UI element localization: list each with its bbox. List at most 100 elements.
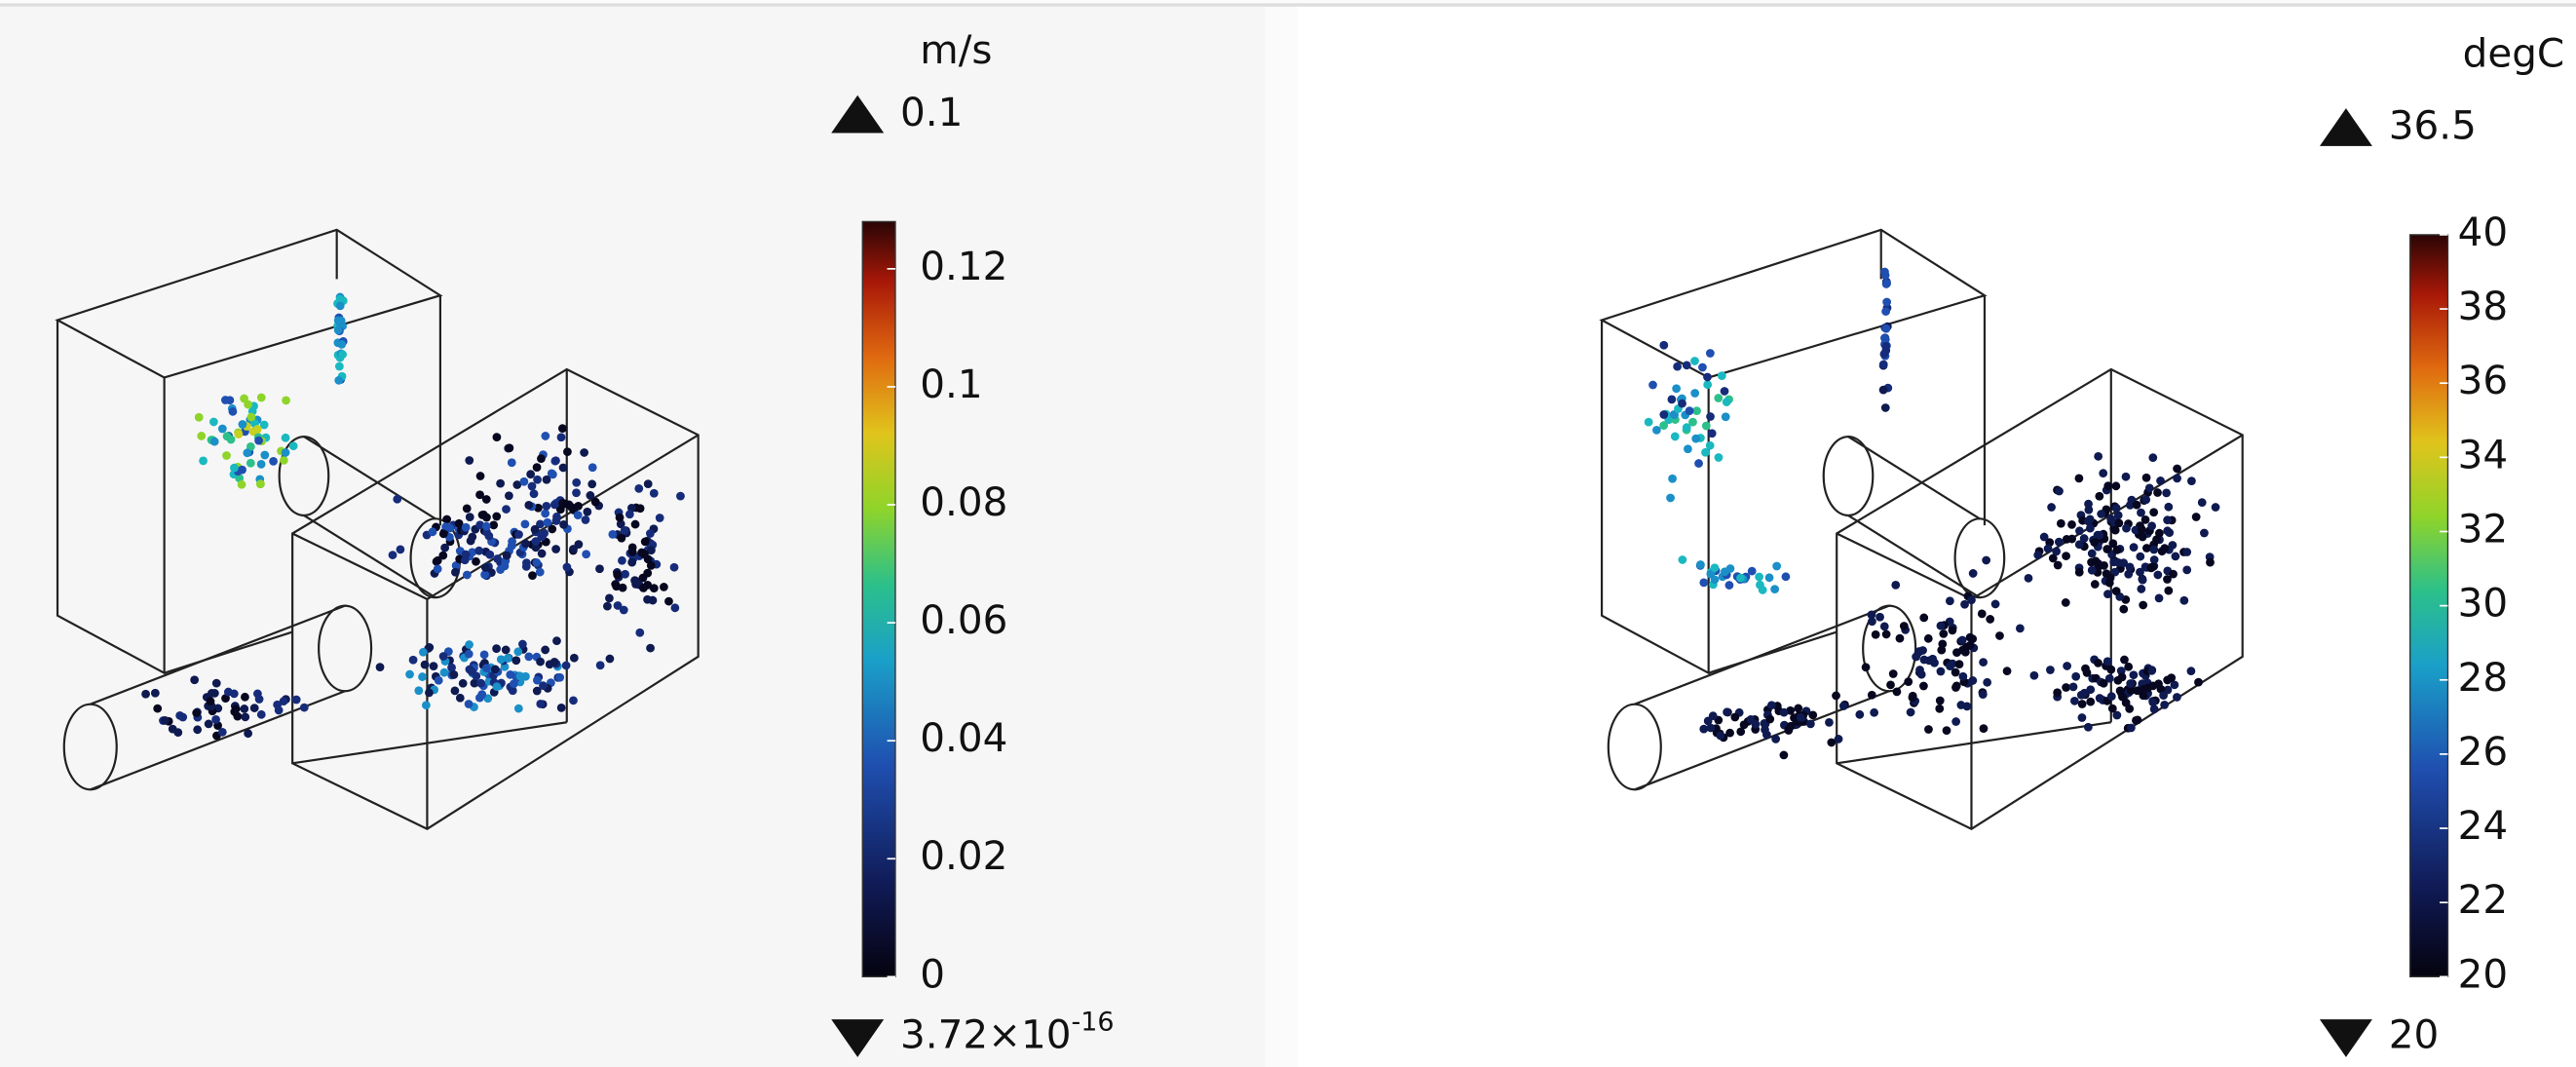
particle: [438, 652, 448, 661]
particle: [1968, 569, 1978, 578]
pipe: [303, 436, 436, 520]
particle: [2111, 504, 2121, 513]
particle: [199, 456, 208, 466]
particle: [1880, 403, 1890, 412]
particle: [2106, 665, 2116, 674]
particle: [536, 519, 545, 529]
particle: [2107, 704, 2117, 713]
particle: [441, 522, 451, 531]
particle: [2095, 530, 2104, 540]
particle: [1946, 662, 1954, 670]
particle: [500, 561, 510, 571]
particle: [1827, 738, 1837, 747]
particle: [1682, 361, 1691, 370]
particle: [1659, 340, 1669, 350]
particle: [535, 567, 545, 577]
particle: [2149, 705, 2159, 714]
particle: [338, 350, 347, 360]
particle: [1736, 573, 1745, 583]
particle: [539, 681, 548, 691]
particle: [2139, 691, 2148, 701]
particle: [1659, 421, 1669, 431]
particle: [1714, 394, 1724, 402]
particle: [1880, 270, 1890, 280]
particle: [2056, 518, 2065, 528]
min-marker: [831, 1019, 885, 1057]
particle: [649, 584, 659, 592]
particle: [468, 532, 477, 542]
particle: [2179, 595, 2189, 605]
particle: [2148, 698, 2158, 707]
particle: [2211, 503, 2220, 512]
particle: [2103, 590, 2112, 599]
particle: [511, 656, 521, 666]
particle: [2165, 528, 2175, 538]
particle: [2086, 697, 2096, 706]
particle: [334, 362, 344, 371]
particle: [2002, 667, 2012, 676]
particle: [465, 456, 474, 465]
min-label: 3.72×10-16: [900, 1007, 1115, 1058]
particle: [1978, 690, 1988, 699]
particle: [2186, 667, 2196, 676]
unit-label: degC: [2463, 29, 2565, 76]
particle: [420, 660, 430, 669]
particle: [2154, 528, 2164, 538]
max-marker: [831, 95, 885, 133]
particle: [475, 490, 484, 500]
particle: [2147, 666, 2157, 675]
particle: [647, 546, 656, 555]
particle: [2077, 713, 2087, 722]
particle: [396, 545, 405, 554]
particle: [1720, 567, 1729, 577]
particle: [492, 433, 502, 441]
particle: [337, 340, 347, 349]
particle: [587, 479, 597, 489]
particle: [619, 605, 628, 615]
particle: [451, 567, 460, 577]
particle: [1725, 728, 1734, 738]
particle: [1764, 573, 1774, 583]
particle: [530, 524, 540, 534]
particle: [375, 663, 385, 672]
particle: [425, 688, 434, 698]
particle: [204, 719, 213, 729]
particle: [532, 557, 542, 567]
particle: [2142, 544, 2151, 553]
particle: [2087, 565, 2097, 575]
particle: [1796, 712, 1805, 722]
particle: [1979, 658, 1988, 667]
particle: [1878, 385, 1888, 395]
particle: [405, 669, 414, 679]
particle: [2097, 510, 2106, 518]
particle: [256, 393, 266, 402]
particle: [2077, 700, 2087, 708]
particle: [2126, 679, 2136, 688]
particle: [551, 516, 561, 525]
particle: [2126, 686, 2136, 695]
particle: [2086, 685, 2096, 695]
particle: [256, 460, 266, 469]
min-label-mantissa: 3.72×10: [900, 1011, 1071, 1058]
particle: [1891, 581, 1901, 590]
particle: [429, 662, 438, 670]
particle: [481, 495, 491, 504]
particle: [1779, 707, 1789, 717]
particle: [2114, 518, 2124, 528]
particle: [479, 650, 489, 660]
particle: [1672, 384, 1682, 394]
particle: [2164, 502, 2174, 512]
particle: [335, 301, 345, 311]
colorbar: [861, 220, 896, 978]
particle: [451, 560, 461, 570]
particle: [434, 675, 443, 685]
particle: [465, 640, 474, 649]
particle: [2112, 710, 2122, 720]
particle: [454, 518, 464, 528]
particle: [2136, 552, 2145, 561]
particle: [613, 570, 623, 580]
particle: [217, 424, 227, 434]
particle: [521, 539, 530, 549]
particle: [618, 555, 626, 565]
